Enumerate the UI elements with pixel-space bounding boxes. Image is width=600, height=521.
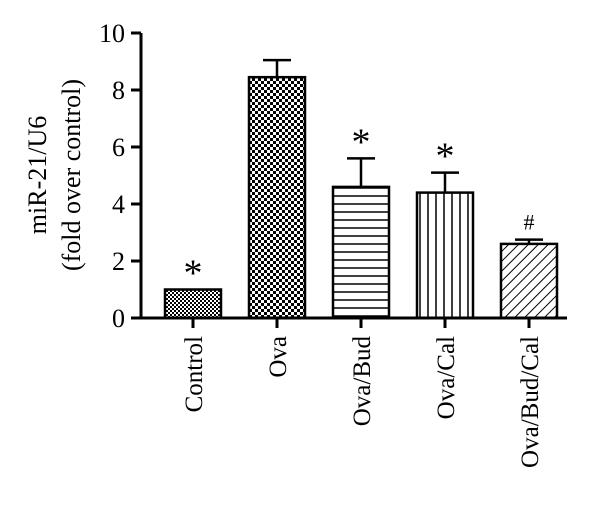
bars: * * * # <box>163 58 559 320</box>
y-axis-title-line-1: miR-21/U6 <box>23 116 52 234</box>
y-axis-title: miR-21/U6 (fold over control) <box>23 79 86 271</box>
bar-1 <box>247 75 307 320</box>
bar-2 <box>331 185 391 320</box>
y-tick-label-0: 0 <box>112 304 125 333</box>
x-tick-label-2: Ova/Bud <box>349 336 376 427</box>
bar-4 <box>499 242 559 320</box>
annotation-2: * <box>352 121 371 163</box>
y-tick-label-10: 10 <box>99 19 125 48</box>
annotation-4: # <box>524 210 535 235</box>
y-tick-label-4: 4 <box>112 190 125 219</box>
y-tick-label-6: 6 <box>112 133 125 162</box>
y-axis: 0 2 4 6 8 10 <box>99 19 143 333</box>
y-tick-label-2: 2 <box>112 247 125 276</box>
annotation-3: * <box>436 136 455 178</box>
x-tick-label-4: Ova/Bud/Cal <box>517 336 544 468</box>
x-tick-label-3: Ova/Cal <box>433 336 460 419</box>
y-axis-title-line-2: (fold over control) <box>57 79 86 271</box>
annotation-0: * <box>184 253 203 295</box>
x-tick-label-0: Control <box>181 336 208 412</box>
x-tick-label-1: Ova <box>265 336 292 378</box>
x-axis: Control Ova Ova/Bud Ova/Cal Ova/Bud/Cal <box>139 316 567 468</box>
y-tick-label-8: 8 <box>112 76 125 105</box>
bar-3 <box>415 191 475 320</box>
